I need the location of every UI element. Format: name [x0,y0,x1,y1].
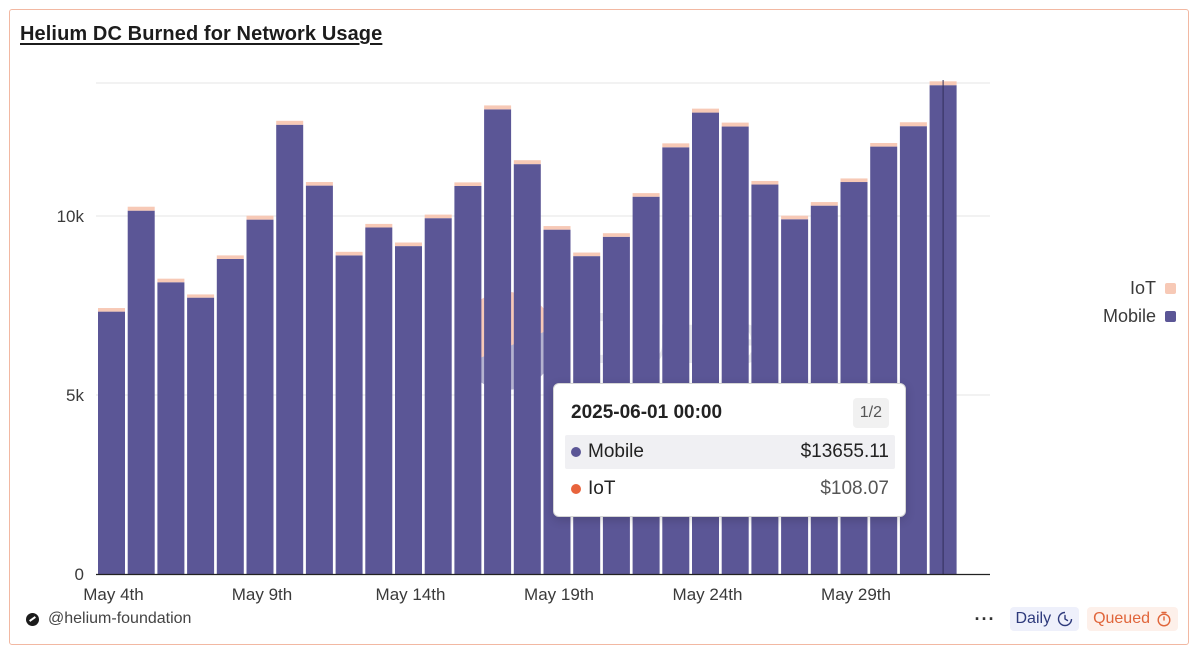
bar-iot[interactable] [721,122,749,127]
x-tick-label: May 14th [376,585,446,604]
bar-iot[interactable] [454,182,482,186]
bar-stack[interactable] [187,294,215,574]
bar-stack[interactable] [246,215,274,574]
bar-stack[interactable] [424,214,452,574]
bar-mobile[interactable] [513,164,541,575]
bar-mobile[interactable] [335,255,363,574]
author-name: @helium-foundation [48,610,192,627]
legend-swatch-iot [1165,282,1176,294]
bar-mobile[interactable] [127,210,155,574]
tooltip-series-value: $13655.11 [800,441,889,462]
bar-stack[interactable] [454,182,482,575]
bar-iot[interactable] [513,160,541,165]
bar-iot[interactable] [899,122,927,127]
bar-iot[interactable] [573,252,601,257]
y-tick-label: 10k [57,207,85,226]
timer-icon [1157,611,1171,627]
bar-mobile[interactable] [484,109,512,574]
tooltip-date: 2025-06-01 00:00 [571,402,723,423]
bar-iot[interactable] [98,308,125,312]
tooltip-dot-mobile [571,447,581,457]
bar-mobile[interactable] [246,219,274,574]
bar-iot[interactable] [543,226,571,230]
bar-mobile[interactable] [276,124,304,575]
bar-stack[interactable] [365,223,393,574]
bar-mobile[interactable] [365,227,393,574]
bar-iot[interactable] [187,294,215,298]
bar-iot[interactable] [335,251,363,256]
bar-iot[interactable] [781,215,809,220]
y-tick-label: 5k [66,386,84,405]
bar-stack[interactable] [395,242,422,574]
bar-iot[interactable] [276,120,304,125]
bar-iot[interactable] [692,108,719,113]
bar-mobile[interactable] [305,185,333,575]
tooltip-page-indicator[interactable]: 1/2 [852,398,889,428]
author-avatar-icon [26,612,39,626]
tooltip-row-iot: IoT $108.07 [565,472,895,506]
bar-mobile[interactable] [98,311,125,574]
bar-iot[interactable] [424,214,452,219]
chart-legend: IoT Mobile [1103,274,1176,330]
tooltip-series-name: IoT [588,478,616,499]
bar-iot[interactable] [157,278,185,283]
x-tick-label: May 9th [232,585,292,604]
bar-iot[interactable] [751,180,779,185]
x-tick-label: May 19th [524,585,594,604]
tooltip-row-mobile: Mobile $13655.11 [565,435,895,469]
bar-iot[interactable] [305,182,333,186]
bar-mobile[interactable] [157,282,185,574]
y-tick-label: 0 [75,565,84,584]
bar-mobile[interactable] [395,246,422,574]
bar-iot[interactable] [662,143,690,148]
x-tick-label: May 4th [83,585,143,604]
bar-iot[interactable] [484,105,512,110]
chart-tooltip: 2025-06-01 00:00 1/2 Mobile $13655.11 Io… [553,383,906,517]
bar-stack[interactable] [335,251,363,574]
bar-mobile[interactable] [454,185,482,575]
bar-iot[interactable] [632,193,660,197]
bar-stack[interactable] [513,160,541,575]
x-tick-label: May 24th [673,585,743,604]
author-link[interactable]: @helium-foundation [26,610,191,628]
queued-status-badge[interactable]: Queued [1087,607,1178,631]
bar-mobile[interactable] [216,258,244,574]
legend-item-iot[interactable]: IoT [1103,274,1176,302]
bar-stack[interactable] [98,308,125,574]
x-tick-label: May 29th [821,585,891,604]
footer-controls: ··· Daily Queued [975,607,1178,631]
bar-stack[interactable] [157,278,185,574]
tooltip-dot-iot [571,484,581,494]
bar-stack[interactable] [127,206,155,574]
x-axis-ticks: May 4th May 9th May 14th May 19th May 24th Ma… [83,585,891,604]
y-axis-ticks: 0 5k 10k [57,207,85,584]
bar-stack[interactable] [929,80,957,574]
bar-stack[interactable] [276,120,304,575]
more-options-button[interactable]: ··· [974,608,996,629]
bar-iot[interactable] [810,202,838,206]
bar-iot[interactable] [246,215,274,220]
tooltip-series-value: $108.07 [820,478,889,499]
bar-iot[interactable] [602,233,630,237]
bar-stack[interactable] [484,105,512,574]
bar-iot[interactable] [395,242,422,247]
bar-stack[interactable] [216,255,244,574]
tooltip-series-name: Mobile [588,441,644,462]
legend-item-mobile[interactable]: Mobile [1103,302,1176,330]
bar-iot[interactable] [127,206,155,211]
bar-mobile[interactable] [187,297,215,574]
bar-iot[interactable] [840,178,868,183]
bar-iot[interactable] [216,255,244,259]
refresh-interval-button[interactable]: Daily [1009,607,1080,631]
bar-iot[interactable] [365,223,393,228]
chart-title[interactable]: Helium DC Burned for Network Usage [20,23,383,45]
legend-swatch-mobile [1165,310,1176,322]
bar-iot[interactable] [870,143,898,147]
bar-stack[interactable] [305,182,333,575]
bar-mobile[interactable] [424,218,452,574]
clock-icon [1057,611,1073,627]
